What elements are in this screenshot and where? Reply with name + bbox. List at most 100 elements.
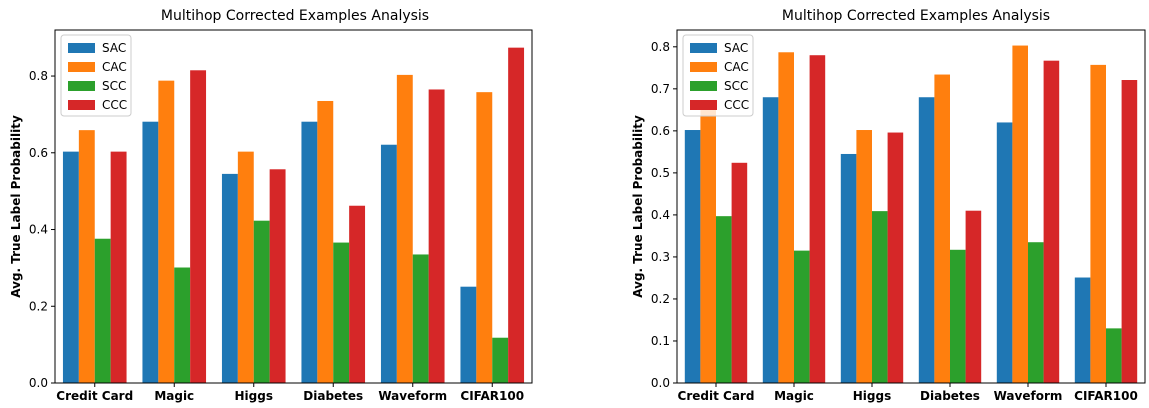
x-tick-label: Magic <box>774 389 814 403</box>
bar-sac-diabetes <box>301 121 318 384</box>
bar-cac-diabetes <box>934 74 950 384</box>
bar-ccc-waveform <box>1043 60 1060 384</box>
bar-cac-diabetes <box>317 100 334 383</box>
legend-label-scc: SCC <box>724 79 748 93</box>
bar-ccc-higgs <box>269 169 286 383</box>
y-tick-label: 0.0 <box>651 376 670 390</box>
y-tick-label: 0.5 <box>651 166 670 180</box>
plot-frame <box>54 29 533 384</box>
y-tick-label: 0.2 <box>651 292 670 306</box>
legend-swatch-ccc <box>690 100 717 110</box>
bar-sac-waveform <box>380 144 397 383</box>
bar-cac-magic <box>778 52 794 384</box>
bar-sac-higgs <box>221 173 238 383</box>
bar-scc-magic <box>174 267 191 383</box>
chart-title: Multihop Corrected Examples Analysis <box>161 8 429 24</box>
bar-ccc-credit-card <box>731 162 748 383</box>
x-tick-label: Waveform <box>994 389 1063 403</box>
x-tick-label: Waveform <box>378 389 447 403</box>
bar-cac-higgs <box>856 130 872 383</box>
legend-swatch-cac <box>690 62 717 72</box>
y-tick-label: 0.6 <box>29 146 48 160</box>
bar-ccc-higgs <box>887 132 904 383</box>
bar-scc-credit-card <box>94 238 111 383</box>
bar-sac-higgs <box>840 153 857 383</box>
bar-sac-waveform <box>996 122 1013 383</box>
plot-frame <box>676 29 1146 384</box>
bar-cac-cifar100 <box>476 92 493 384</box>
y-tick-label: 0.4 <box>651 208 670 222</box>
x-tick-label: CIFAR100 <box>460 389 524 403</box>
bar-sac-cifar100 <box>1074 277 1091 383</box>
bar-scc-diabetes <box>333 242 350 383</box>
y-tick-label: 0.2 <box>29 299 48 313</box>
bar-cac-waveform <box>1012 45 1028 384</box>
bar-cac-magic <box>158 80 175 383</box>
y-axis-label: Avg. True Label Probability <box>9 115 23 298</box>
legend-label-sac: SAC <box>102 41 126 55</box>
bar-ccc-credit-card <box>110 151 127 383</box>
y-tick-label: 0.3 <box>651 250 670 264</box>
legend-label-ccc: CCC <box>724 98 749 112</box>
bar-sac-magic <box>762 97 779 383</box>
chart-panel-1: 0.0 0.2 0.4 0.6 0.8 Credit Card Magic Higgs Diab… <box>9 8 533 403</box>
y-tick-label: 0.6 <box>651 124 670 138</box>
bar-ccc-cifar100 <box>1121 80 1138 383</box>
legend-swatch-sac <box>690 43 717 53</box>
bar-ccc-waveform <box>428 89 445 383</box>
legend-label-cac: CAC <box>102 60 127 74</box>
x-tick-label: Higgs <box>235 389 273 403</box>
bar-scc-higgs <box>872 211 888 383</box>
bar-scc-higgs <box>253 220 270 383</box>
bar-cac-cifar100 <box>1090 64 1106 383</box>
x-tick-label: Credit Card <box>678 389 755 403</box>
legend-swatch-cac <box>68 62 95 72</box>
y-axis-label: Avg. True Label Probability <box>631 115 645 298</box>
bar-cac-credit-card <box>78 130 95 383</box>
y-tick-label: 0.8 <box>29 69 48 83</box>
chart-panel-2: 0.0 0.1 0.2 0.3 0.4 0.5 0.6 0.7 0.8 Credit Card Ma… <box>631 8 1146 403</box>
bar-ccc-magic <box>190 70 207 384</box>
bar-ccc-diabetes <box>349 205 366 383</box>
bar-ccc-diabetes <box>965 210 982 383</box>
legend: SAC CAC SCC CCC <box>682 34 754 117</box>
legend-label-sac: SAC <box>724 41 748 55</box>
x-tick-label: Diabetes <box>303 389 363 403</box>
bar-sac-credit-card <box>62 151 79 383</box>
bar-scc-magic <box>794 250 810 383</box>
bar-cac-waveform <box>396 74 413 383</box>
legend-box <box>682 34 754 117</box>
bar-cac-credit-card <box>700 105 716 383</box>
bar-scc-cifar100 <box>492 337 509 383</box>
legend-label-scc: SCC <box>102 79 126 93</box>
legend-swatch-scc <box>68 81 95 91</box>
bar-scc-diabetes <box>950 249 966 383</box>
x-tick-label: Magic <box>154 389 194 403</box>
legend-swatch-ccc <box>68 100 95 110</box>
bar-sac-credit-card <box>684 130 701 383</box>
x-tick-label: Higgs <box>853 389 891 403</box>
x-tick-label: CIFAR100 <box>1074 389 1138 403</box>
legend-label-ccc: CCC <box>102 98 127 112</box>
y-tick-label: 0.8 <box>651 40 670 54</box>
bar-cac-higgs <box>237 151 254 383</box>
y-tick-label: 0.1 <box>651 334 670 348</box>
y-tick-label: 0.0 <box>29 376 48 390</box>
bar-sac-diabetes <box>918 97 935 383</box>
bar-ccc-cifar100 <box>508 47 525 384</box>
chart-title: Multihop Corrected Examples Analysis <box>782 8 1050 24</box>
bar-scc-waveform <box>412 254 429 383</box>
bar-scc-cifar100 <box>1106 328 1122 383</box>
bar-scc-waveform <box>1028 242 1044 383</box>
x-tick-label: Diabetes <box>920 389 980 403</box>
legend-box <box>60 34 132 117</box>
bar-ccc-magic <box>809 55 826 383</box>
legend-label-cac: CAC <box>724 60 749 74</box>
y-tick-label: 0.4 <box>29 223 48 237</box>
legend-swatch-sac <box>68 43 95 53</box>
legend: SAC CAC SCC CCC <box>60 34 132 117</box>
bar-sac-magic <box>142 121 159 384</box>
bar-sac-cifar100 <box>460 286 477 383</box>
bar-scc-credit-card <box>716 216 732 383</box>
